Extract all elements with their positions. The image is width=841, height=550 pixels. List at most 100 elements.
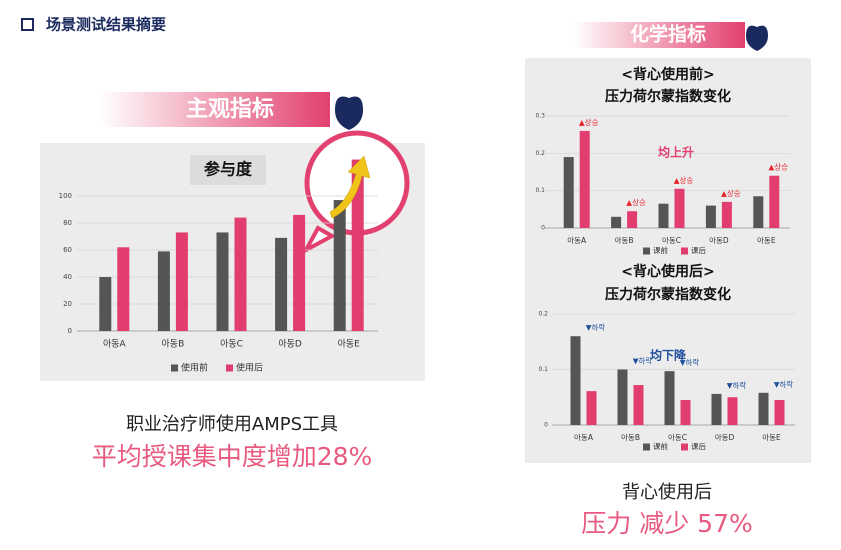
bar (721, 201, 732, 228)
y-tick-label: 0.2 (538, 311, 548, 318)
bar (753, 196, 764, 228)
y-tick-label: 0.1 (535, 187, 545, 194)
caption: 背心使用后 (622, 482, 712, 503)
x-tick-label: 아동A (567, 235, 587, 245)
result: 平均授课集中度增加28% (92, 442, 373, 471)
bar (570, 336, 581, 425)
chart-subtitle: 压力荷尔蒙指数变化 (605, 286, 731, 303)
x-tick-label: 아동B (615, 235, 634, 245)
legend-label: 课后 (691, 441, 706, 451)
banner-text: 主观指标 (186, 96, 274, 122)
bar (633, 385, 644, 425)
bar (293, 214, 306, 331)
bar (563, 157, 574, 228)
bar (234, 217, 247, 331)
legend-swatch (643, 247, 650, 255)
chart-subtitle: 压力荷尔蒙指数变化 (605, 88, 731, 105)
bar (275, 237, 288, 331)
chart-title: 参与度 (204, 160, 253, 179)
y-tick-label: 100 (59, 192, 72, 200)
y-tick-label: 40 (63, 273, 72, 281)
y-tick-label: 0.1 (538, 366, 548, 373)
point-label: ▼하락 (774, 379, 794, 389)
legend-label: 课前 (653, 441, 668, 451)
legend-label: 使用前 (181, 362, 208, 374)
caption: 职业治疗师使用AMPS工具 (126, 414, 338, 435)
bar (611, 216, 622, 228)
legend-swatch (681, 443, 688, 451)
x-tick-label: 아동C (668, 432, 687, 442)
x-tick-label: 아동D (709, 235, 729, 245)
bar (333, 200, 346, 331)
bar (351, 159, 364, 331)
bar (99, 277, 112, 331)
y-tick-label: 0.2 (535, 150, 545, 157)
legend-swatch (226, 364, 233, 372)
x-tick-label: 아동C (220, 339, 243, 350)
bar (617, 369, 628, 425)
bar (627, 211, 638, 228)
bullet (21, 18, 34, 31)
bar (157, 251, 170, 331)
y-tick-label: 60 (63, 246, 72, 254)
point-label: ▼하락 (586, 322, 606, 332)
point-label: ▲상승 (721, 188, 741, 198)
result: 压力 减少 57% (581, 509, 752, 538)
bar (680, 400, 691, 425)
bar (774, 400, 785, 425)
bar (711, 393, 722, 425)
bar (664, 371, 675, 425)
legend-swatch (681, 247, 688, 255)
point-label: ▲상승 (674, 175, 694, 185)
y-tick-label: 0 (544, 422, 548, 429)
y-tick-label: 0.3 (535, 113, 545, 120)
x-tick-label: 아동B (621, 432, 640, 442)
legend-label: 使用后 (236, 362, 263, 374)
x-tick-label: 아동A (103, 339, 127, 350)
bar (117, 247, 130, 331)
point-label: ▲상승 (626, 197, 646, 207)
point-label: ▲상승 (579, 117, 599, 127)
bar (674, 188, 685, 228)
bar (216, 232, 229, 331)
banner (573, 22, 745, 48)
annotation: 均上升 (658, 145, 694, 160)
legend-label: 课后 (691, 245, 706, 255)
bar (579, 130, 590, 228)
point-label: ▲상승 (769, 162, 789, 172)
x-tick-label: 아동C (662, 235, 681, 245)
x-tick-label: 아동E (762, 432, 781, 442)
x-tick-label: 아동D (715, 432, 735, 442)
x-tick-label: 아동E (338, 339, 361, 350)
legend-label: 课前 (653, 245, 668, 255)
x-tick-label: 아동E (757, 235, 776, 245)
y-tick-label: 20 (63, 300, 72, 308)
chart-title: <背心使用前> (621, 66, 714, 83)
legend-swatch (171, 364, 178, 372)
point-label: ▼하락 (633, 356, 653, 366)
banner-text: 化学指标 (630, 23, 706, 46)
bar (769, 175, 780, 228)
y-tick-label: 0 (68, 327, 72, 335)
heart (746, 25, 768, 51)
point-label: ▼하락 (680, 357, 700, 367)
y-tick-label: 80 (63, 219, 72, 227)
bar (758, 392, 769, 425)
heading: 场景测试结果摘要 (46, 16, 166, 34)
arrow (329, 155, 371, 219)
x-tick-label: 아동D (278, 339, 302, 350)
bar (727, 397, 738, 425)
bar (658, 203, 669, 228)
point-label: ▼하락 (727, 380, 747, 390)
heart (335, 96, 363, 130)
banner (100, 92, 330, 127)
bar (175, 232, 188, 331)
x-tick-label: 아동B (162, 339, 185, 350)
callout (301, 225, 337, 255)
chart-title: <背心使用后> (621, 263, 714, 280)
bar (705, 205, 716, 228)
bar (586, 391, 597, 425)
legend-swatch (643, 443, 650, 451)
title-box (190, 155, 266, 185)
